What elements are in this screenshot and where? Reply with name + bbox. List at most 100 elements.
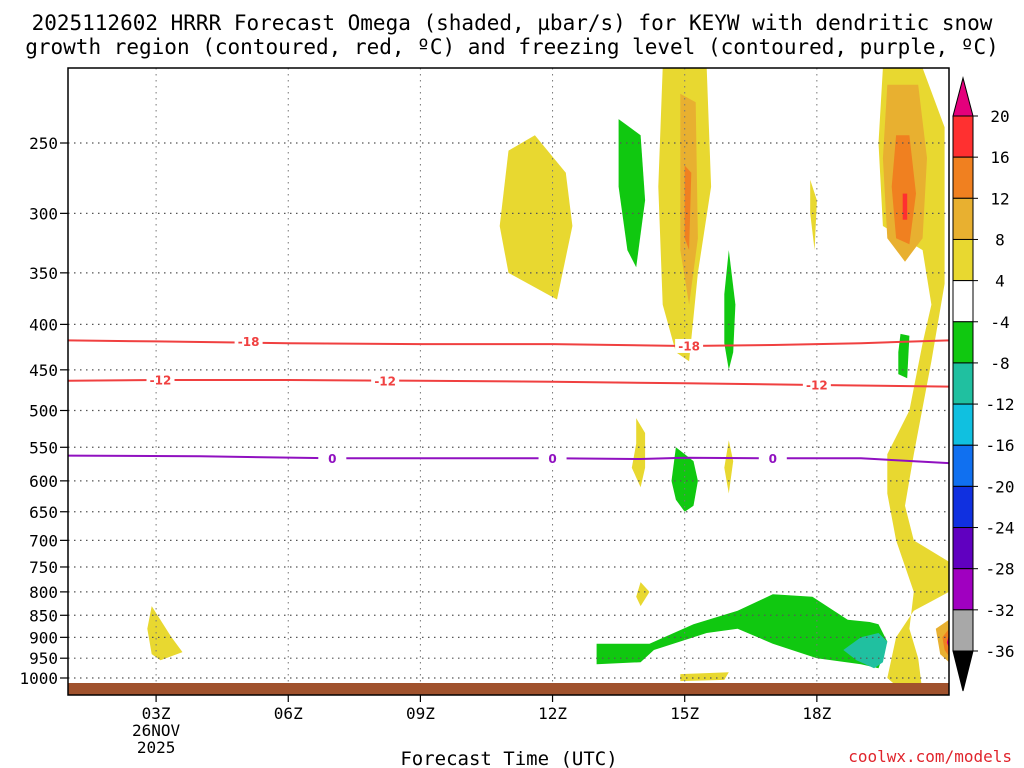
omega-region-14 bbox=[935, 619, 949, 663]
credit-text: coolwx.com/models bbox=[848, 747, 1012, 766]
colorbar-swatch-1 bbox=[952, 115, 974, 158]
contour-label-freezing-level-1: 0 bbox=[548, 452, 556, 466]
colorbar-label-0: 20 bbox=[990, 107, 1009, 126]
contour-label-dgz-bottom-2: -12 bbox=[806, 378, 828, 392]
y-tick-label-850: 850 bbox=[29, 606, 58, 625]
omega-region-9 bbox=[147, 606, 183, 661]
omega-region-19 bbox=[898, 333, 910, 379]
colorbar-swatch-5 bbox=[952, 280, 974, 323]
omega-region-11 bbox=[724, 440, 734, 494]
contour-label-dgz-bottom-0: -12 bbox=[150, 373, 172, 387]
contour-label-dgz-top-1: -18 bbox=[678, 339, 700, 353]
omega-region-3 bbox=[684, 165, 692, 251]
colorbar-label-10: -24 bbox=[986, 519, 1015, 538]
y-tick-label-450: 450 bbox=[29, 361, 58, 380]
omega-region-0 bbox=[499, 135, 573, 300]
omega-shading bbox=[147, 68, 949, 694]
ground-surface bbox=[68, 683, 949, 695]
omega-region-12 bbox=[636, 582, 650, 607]
omega-region-18 bbox=[724, 250, 736, 370]
y-tick-label-300: 300 bbox=[29, 204, 58, 223]
colorbar-swatch-9 bbox=[952, 444, 974, 487]
omega-region-7 bbox=[891, 135, 916, 245]
colorbar-bottom-arrow bbox=[952, 650, 974, 692]
y-tick-label-800: 800 bbox=[29, 583, 58, 602]
colorbar-label-13: -36 bbox=[986, 642, 1015, 661]
pressure-axis: 250 300 350 400 450 500 550 600 650 700 750 800 850 9… bbox=[19, 134, 68, 688]
x-tick-label-12Z: 12Z bbox=[538, 704, 567, 723]
colorbar-label-9: -20 bbox=[986, 477, 1015, 496]
y-tick-label-600: 600 bbox=[29, 472, 58, 491]
colorbar-label-2: 12 bbox=[990, 189, 1009, 208]
contour-label-bg bbox=[758, 451, 787, 466]
omega-region-21 bbox=[596, 594, 888, 669]
colorbar-swatch-13 bbox=[952, 609, 974, 652]
colorbar-swatch-10 bbox=[952, 485, 974, 529]
colorbar-label-1: 16 bbox=[990, 148, 1009, 167]
omega-region-20 bbox=[671, 447, 698, 512]
contour-label-bg bbox=[318, 451, 347, 466]
temperature-contours: -18 -18 -12 -12 -12 0 0 0 bbox=[67, 334, 950, 466]
x-tick-label-03Z: 03Z bbox=[142, 704, 171, 723]
colorbar-label-5: -4 bbox=[990, 313, 1009, 332]
y-tick-label-500: 500 bbox=[29, 402, 58, 421]
omega-region-13 bbox=[680, 672, 729, 682]
x-axis-title: Forecast Time (UTC) bbox=[400, 748, 617, 768]
colorbar-label-8: -16 bbox=[986, 436, 1015, 455]
contour-label-bg bbox=[234, 334, 263, 349]
contour-label-bg bbox=[538, 451, 567, 466]
omega-region-17 bbox=[618, 119, 646, 268]
contour-label-dgz-top-0: -18 bbox=[238, 335, 260, 349]
omega-region-15 bbox=[942, 628, 949, 657]
contour-dgz-top bbox=[67, 339, 950, 348]
y-tick-label-250: 250 bbox=[29, 134, 58, 153]
contour-dgz-bottom bbox=[67, 379, 950, 388]
chart-title-line-1: 2025112602 HRRR Forecast Omega (shaded, … bbox=[32, 11, 993, 35]
colorbar-label-11: -28 bbox=[986, 560, 1015, 579]
contour-label-bg bbox=[371, 373, 400, 388]
y-tick-label-900: 900 bbox=[29, 628, 58, 647]
colorbar-swatch-6 bbox=[952, 321, 974, 364]
y-tick-label-550: 550 bbox=[29, 438, 58, 457]
colorbar-label-4: 4 bbox=[995, 272, 1005, 291]
contour-freezing-level bbox=[67, 454, 950, 465]
colorbar-swatch-3 bbox=[952, 197, 974, 240]
x-tick-year: 2025 bbox=[137, 738, 176, 757]
x-tick-label-18Z: 18Z bbox=[802, 704, 831, 723]
omega-region-4 bbox=[810, 179, 817, 251]
x-tick-label-09Z: 09Z bbox=[406, 704, 435, 723]
x-tick-label-06Z: 06Z bbox=[274, 704, 303, 723]
colorbar-label-12: -32 bbox=[986, 601, 1015, 620]
y-tick-label-950: 950 bbox=[29, 649, 58, 668]
x-tick-label-15Z: 15Z bbox=[670, 704, 699, 723]
plot-frame bbox=[67, 67, 950, 696]
y-tick-label-350: 350 bbox=[29, 264, 58, 283]
contour-label-bg bbox=[802, 377, 831, 392]
colorbar-swatch-2 bbox=[952, 156, 974, 199]
colorbar-label-7: -12 bbox=[986, 395, 1015, 414]
omega-region-8 bbox=[902, 193, 908, 220]
y-tick-label-650: 650 bbox=[29, 503, 58, 522]
contour-label-bg bbox=[675, 338, 704, 353]
omega-region-10 bbox=[631, 418, 646, 488]
colorbar-swatch-11 bbox=[952, 527, 974, 570]
y-tick-label-400: 400 bbox=[29, 315, 58, 334]
contour-label-freezing-level-2: 0 bbox=[769, 452, 777, 466]
colorbar-swatch-8 bbox=[952, 403, 974, 446]
colorbar-label-6: -8 bbox=[990, 354, 1009, 373]
chart-title-line-2: growth region (contoured, red, ºC) and f… bbox=[25, 35, 999, 59]
colorbar-top-arrow bbox=[952, 76, 974, 117]
y-tick-label-750: 750 bbox=[29, 558, 58, 577]
colorbar-swatch-7 bbox=[952, 362, 974, 405]
y-tick-label-700: 700 bbox=[29, 531, 58, 550]
y-tick-label-1000: 1000 bbox=[19, 669, 58, 688]
contour-label-dgz-bottom-1: -12 bbox=[374, 374, 396, 388]
contour-label-bg bbox=[146, 372, 175, 387]
colorbar-label-3: 8 bbox=[995, 230, 1005, 249]
colorbar-swatch-4 bbox=[952, 238, 974, 282]
colorbar-swatch-12 bbox=[952, 568, 974, 611]
x-tick-date: 26NOV bbox=[132, 721, 181, 740]
omega-region-22 bbox=[843, 633, 888, 669]
